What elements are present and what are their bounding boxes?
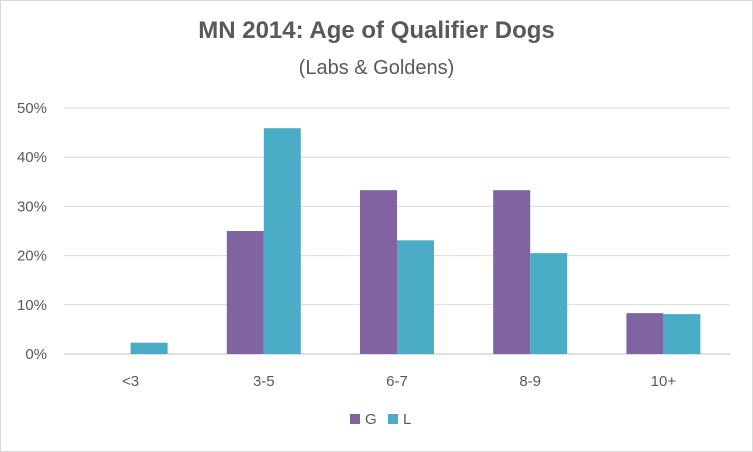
chart-subtitle: (Labs & Goldens) (298, 57, 455, 79)
y-tick-label: 40% (17, 149, 47, 166)
legend-label-g: G (365, 411, 377, 428)
bar-l-1 (263, 128, 301, 354)
x-tick-label: 3-5 (253, 373, 275, 390)
x-tick-label: <3 (122, 373, 139, 390)
y-tick-label: 50% (17, 100, 47, 117)
bar-g-2 (360, 190, 397, 354)
x-tick-label: 8-9 (519, 373, 541, 390)
bar-g-3 (493, 190, 531, 354)
bars (130, 128, 701, 354)
bar-g-1 (226, 231, 264, 354)
y-tick-label: 30% (17, 198, 47, 215)
bar-l-3 (530, 253, 568, 354)
y-axis: 0% 10% 20% 30% 40% 50% (17, 100, 47, 363)
chart-title: MN 2014: Age of Qualifier Dogs (198, 17, 555, 44)
legend-swatch-l (388, 414, 398, 424)
x-tick-label: 6-7 (386, 373, 408, 390)
legend-swatch-g (350, 414, 360, 424)
y-tick-label: 10% (17, 297, 47, 314)
x-axis: <3 3-5 6-7 8-9 10+ (122, 373, 676, 390)
bar-l-2 (397, 240, 434, 354)
y-tick-label: 0% (25, 346, 47, 363)
bar-l-4 (663, 314, 701, 354)
bar-l-0 (130, 342, 168, 354)
bar-g-4 (626, 313, 664, 354)
y-tick-label: 20% (17, 248, 47, 265)
x-tick-label: 10+ (651, 373, 677, 390)
legend-label-l: L (403, 411, 411, 428)
